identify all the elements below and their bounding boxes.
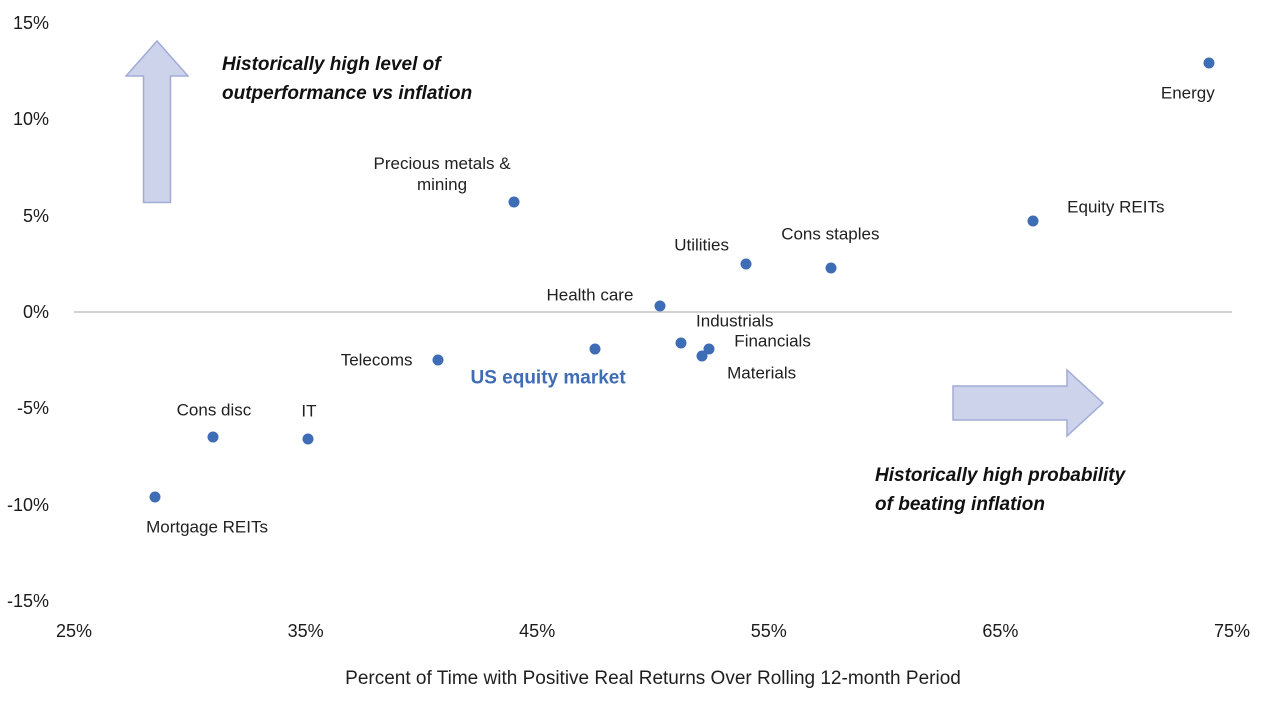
y-tick-label: 15% bbox=[12, 13, 49, 33]
data-point bbox=[302, 433, 314, 445]
annotation-high-outperformance: Historically high level of outperformanc… bbox=[222, 54, 473, 104]
data-point-label: Mortgage REITs bbox=[146, 517, 268, 537]
x-axis-title: Percent of Time with Positive Real Retur… bbox=[345, 668, 961, 689]
data-point bbox=[654, 300, 666, 312]
data-point-label: Financials bbox=[734, 331, 811, 351]
y-tick-label: 5% bbox=[22, 205, 49, 226]
y-tick-label: 10% bbox=[12, 109, 49, 130]
data-point bbox=[149, 491, 161, 503]
data-point-label: Industrials bbox=[696, 311, 774, 331]
data-point-label: Cons staples bbox=[781, 224, 880, 244]
data-point-label: US equity market bbox=[470, 367, 626, 389]
data-point-label: Precious metals & mining bbox=[373, 154, 511, 195]
data-point bbox=[1027, 215, 1039, 227]
data-point bbox=[696, 350, 708, 362]
x-tick-label: 65% bbox=[982, 621, 1019, 641]
up-arrow-icon bbox=[125, 40, 189, 204]
x-tick-label: 55% bbox=[750, 621, 787, 641]
data-point-label: Health care bbox=[546, 285, 634, 305]
x-tick-label: 25% bbox=[55, 621, 93, 641]
data-point-label: Energy bbox=[1160, 83, 1215, 103]
right-arrow-icon bbox=[952, 368, 1104, 438]
zero-gridline bbox=[74, 311, 1232, 313]
data-point-label: Utilities bbox=[674, 235, 730, 255]
data-point-label: IT bbox=[301, 401, 317, 421]
data-point-label: Equity REITs bbox=[1067, 197, 1165, 217]
data-point bbox=[589, 343, 601, 355]
data-point bbox=[825, 262, 837, 274]
data-point-label: Telecoms bbox=[340, 350, 413, 370]
data-point bbox=[740, 258, 752, 270]
y-tick-label: 0% bbox=[22, 302, 49, 322]
data-point bbox=[432, 354, 444, 366]
x-tick-label: 75% bbox=[1213, 621, 1251, 641]
y-tick-label: -15% bbox=[6, 590, 49, 611]
data-point bbox=[207, 431, 219, 443]
data-point bbox=[1203, 57, 1215, 69]
data-point bbox=[675, 337, 687, 349]
x-tick-label: 45% bbox=[519, 621, 556, 641]
annotation-high-probability: Historically high probability of beating… bbox=[875, 465, 1126, 515]
y-tick-label: -10% bbox=[6, 494, 49, 515]
y-tick-label: -5% bbox=[16, 398, 49, 419]
data-point bbox=[703, 343, 715, 355]
data-point-label: Cons disc bbox=[176, 400, 252, 420]
data-point-label: Materials bbox=[727, 363, 797, 383]
x-tick-label: 35% bbox=[287, 621, 324, 641]
data-point bbox=[508, 196, 520, 208]
